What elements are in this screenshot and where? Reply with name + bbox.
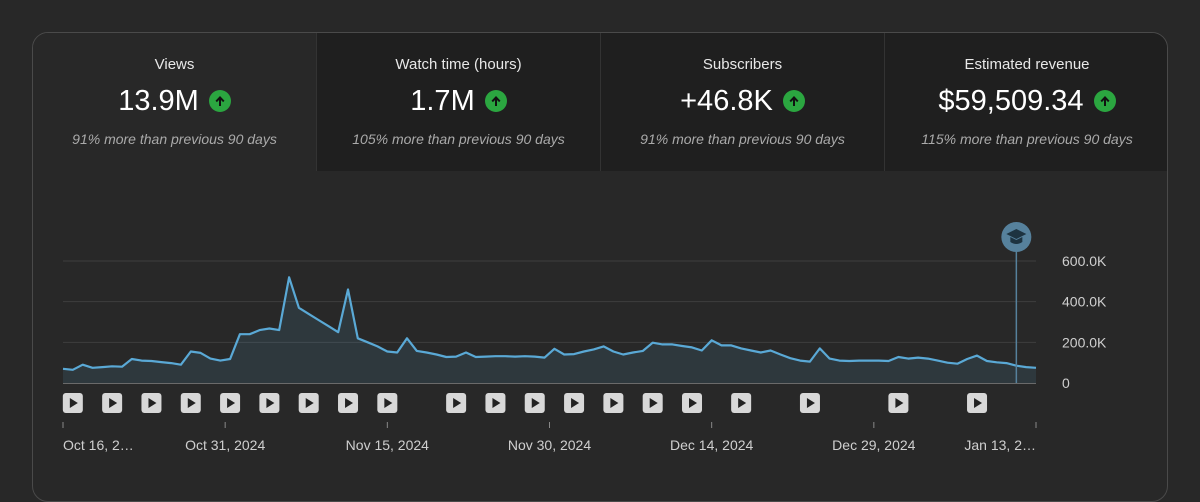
play-icon [895, 398, 904, 408]
metric-label: Estimated revenue [964, 56, 1090, 73]
graduation-cap-icon-top [1006, 229, 1027, 239]
arrow-up-icon [484, 90, 507, 112]
x-tick-label: Nov 30, 2024 [508, 437, 591, 453]
views-line-chart[interactable]: 0 200.0K 400.0K 600.0K Oct 16, 2… Oct 31, 202… [0, 0, 1200, 480]
y-tick-label: 0 [1062, 375, 1070, 391]
play-icon [266, 398, 275, 408]
play-icon [571, 398, 580, 408]
y-tick-label: 400.0K [1062, 294, 1107, 310]
play-icon [148, 398, 157, 408]
arrow-up-icon [782, 90, 805, 112]
metric-value: +46.8K [680, 85, 773, 117]
play-icon [345, 398, 354, 408]
x-tick-label: Oct 31, 2024 [185, 437, 265, 453]
play-icon [227, 398, 236, 408]
metric-label: Subscribers [702, 56, 783, 73]
x-tick-label: Dec 29, 2024 [832, 437, 915, 453]
metric-card-revenue[interactable]: Estimated revenue $59,509.34 115% more t… [885, 33, 1167, 171]
metric-change: 115% more than previous 90 days [921, 131, 1133, 147]
metric-card-subscribers[interactable]: Subscribers +46.8K 91% more than previou… [601, 33, 885, 171]
x-tick-label: Jan 13, 2… [964, 437, 1036, 453]
x-tick-label: Oct 16, 2… [63, 437, 134, 453]
metric-card-views[interactable]: Views 13.9M 91% more than previous 90 da… [33, 33, 317, 171]
metric-change: 105% more than previous 90 days [352, 131, 565, 147]
play-icon [649, 398, 658, 408]
metric-value: 13.9M [118, 85, 199, 117]
graduation-cap-icon-base [1010, 237, 1023, 244]
x-tick-label: Dec 14, 2024 [670, 437, 753, 453]
analytics-panel: Views 13.9M 91% more than previous 90 da… [32, 32, 1168, 502]
x-tick-label: Nov 15, 2024 [346, 437, 429, 453]
y-tick-label: 200.0K [1062, 334, 1107, 350]
metric-label: Views [154, 56, 195, 73]
play-icon [492, 398, 501, 408]
arrow-up-icon [1093, 90, 1116, 112]
play-icon [109, 398, 118, 408]
metric-card-watch-time[interactable]: Watch time (hours) 1.7M 105% more than p… [317, 33, 601, 171]
arrow-up-icon [208, 90, 231, 112]
series-area [63, 277, 1036, 383]
play-icon [974, 398, 983, 408]
play-icon [610, 398, 619, 408]
metric-cards: Views 13.9M 91% more than previous 90 da… [33, 33, 1167, 171]
play-icon [453, 398, 462, 408]
play-icon [69, 398, 78, 408]
play-icon [806, 398, 815, 408]
play-icon [531, 398, 540, 408]
play-icon [738, 398, 747, 408]
metric-change: 91% more than previous 90 days [72, 131, 277, 147]
play-icon [384, 398, 393, 408]
play-icon [689, 398, 698, 408]
metric-value: 1.7M [410, 85, 475, 117]
play-icon [305, 398, 314, 408]
metric-value: $59,509.34 [938, 85, 1084, 117]
play-icon [187, 398, 196, 408]
metric-label: Watch time (hours) [395, 56, 522, 73]
series-line-views [62, 276, 1037, 371]
y-tick-label: 600.0K [1062, 253, 1107, 269]
metric-change: 91% more than previous 90 days [640, 131, 845, 147]
